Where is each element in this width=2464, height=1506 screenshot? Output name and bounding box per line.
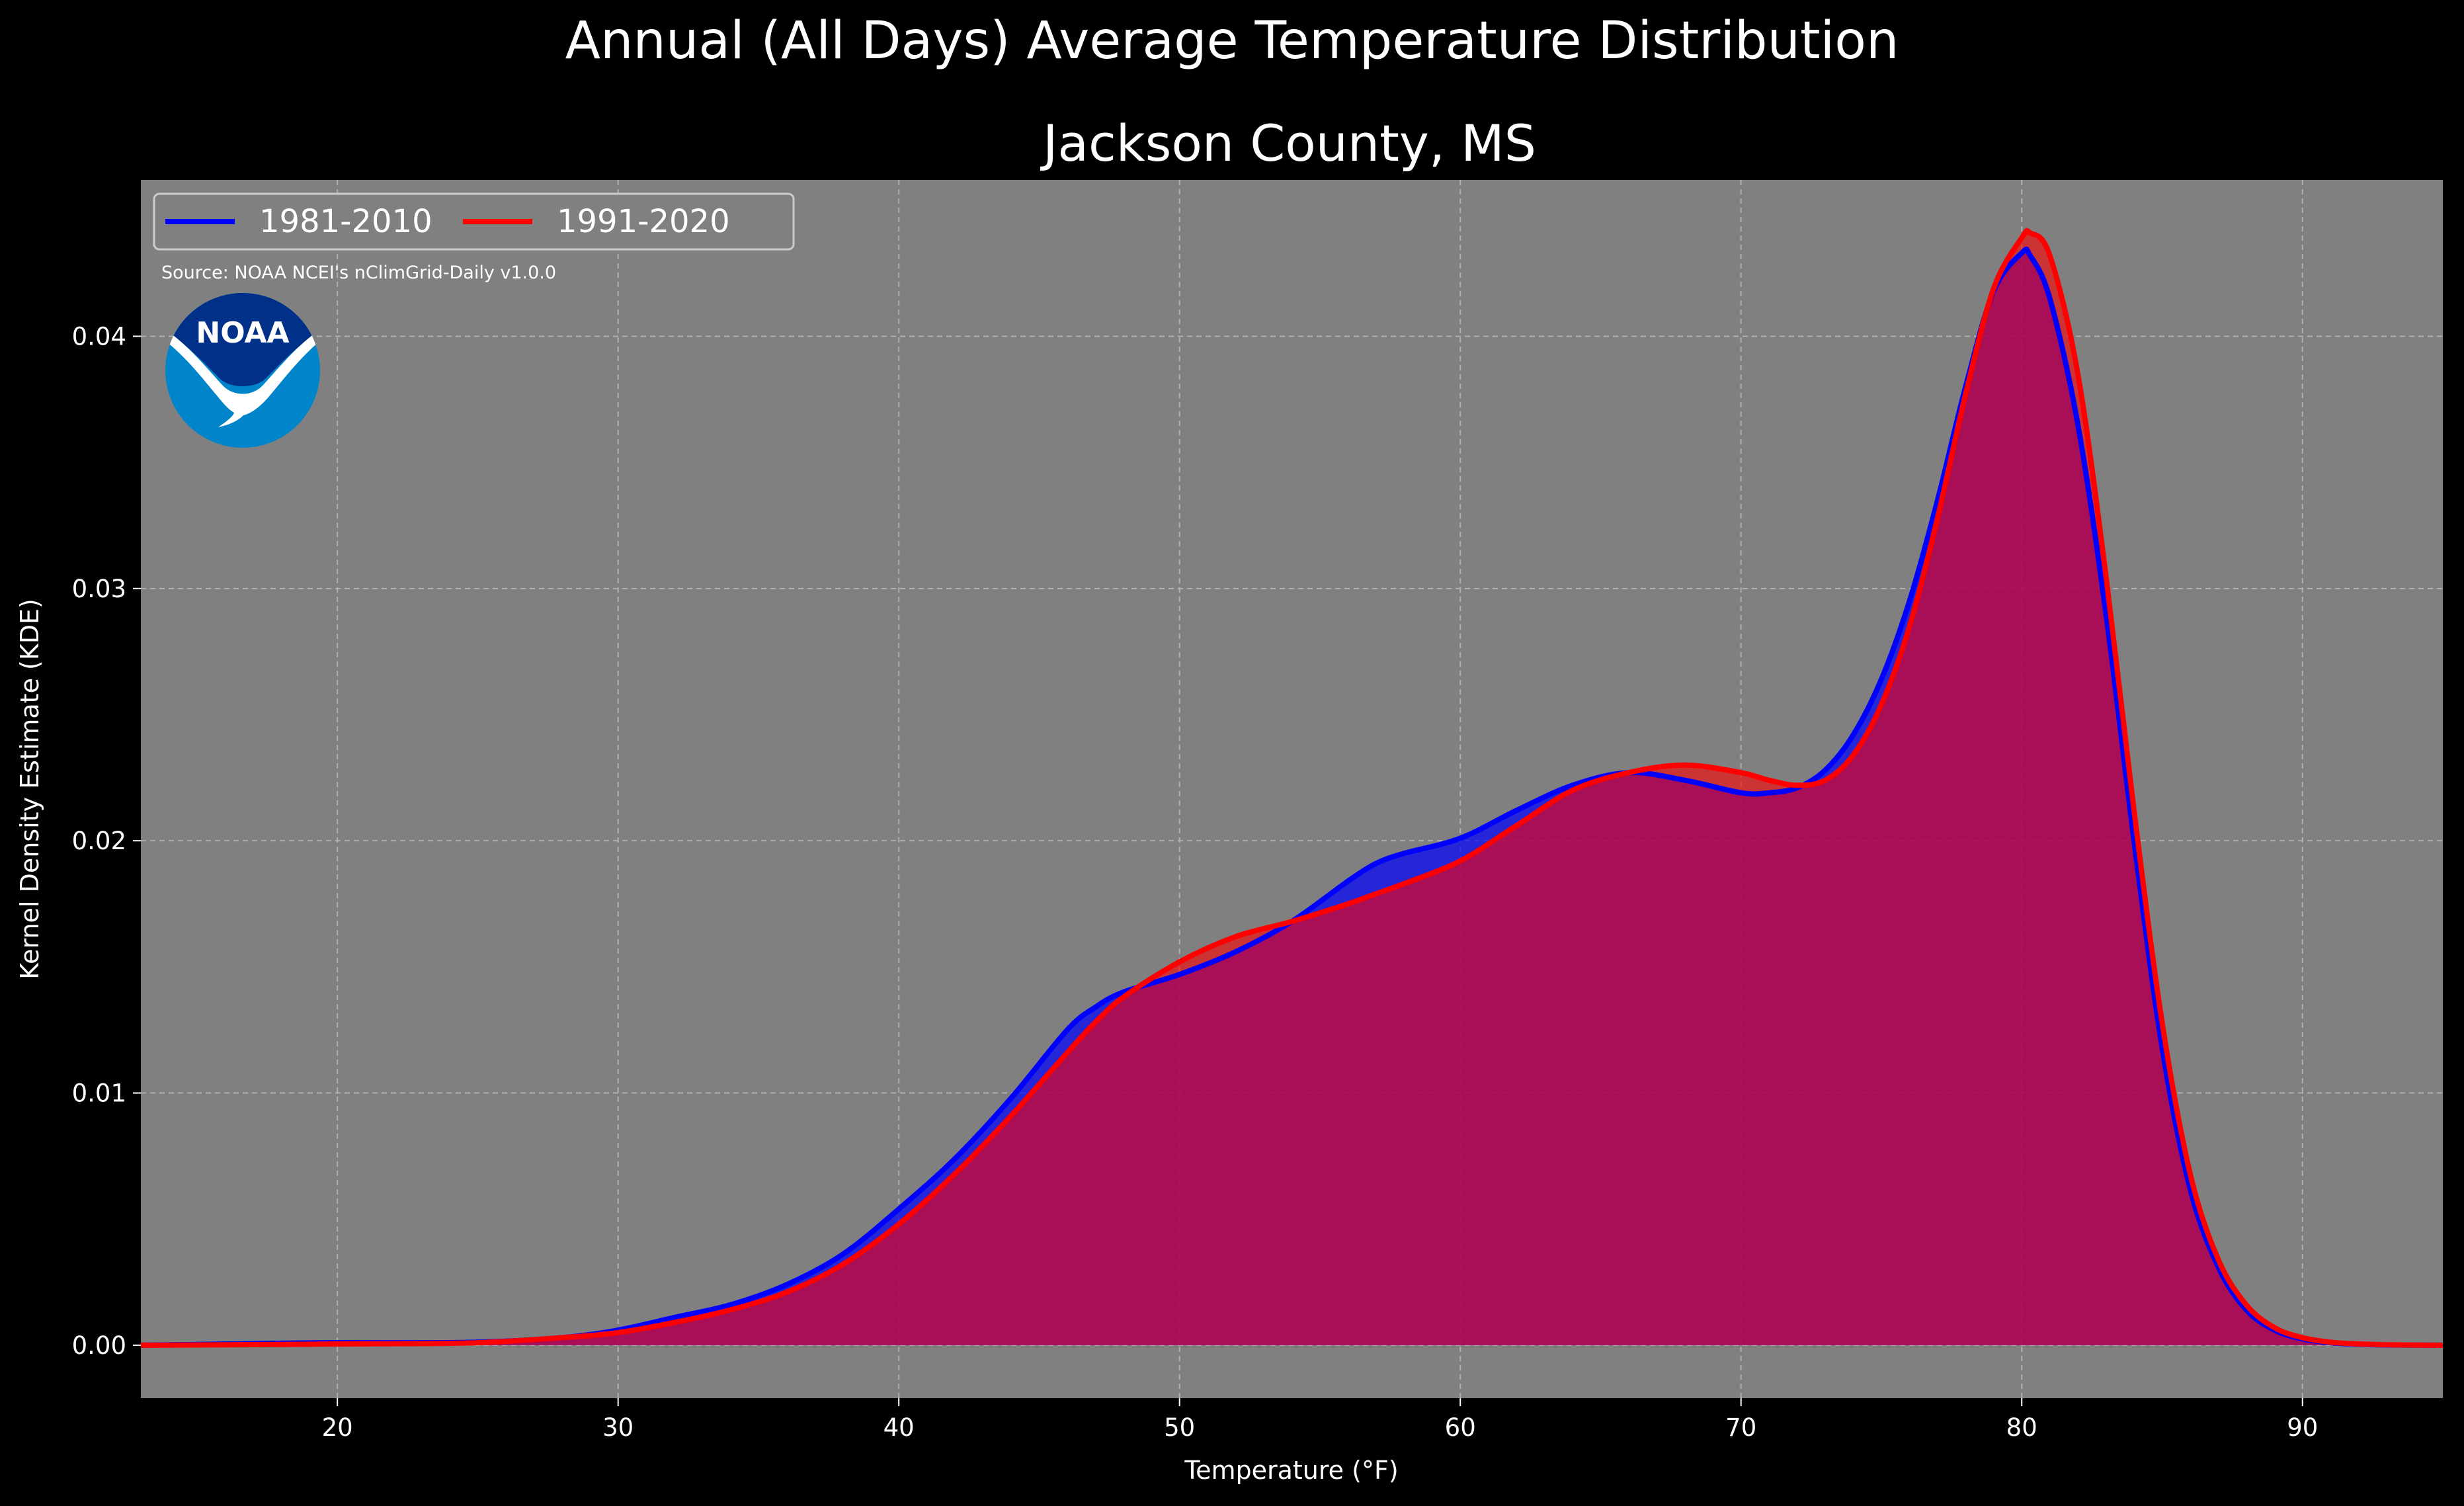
x-axis-label: Temperature (°F) bbox=[1184, 1456, 1398, 1485]
y-axis-label: Kernel Density Estimate (KDE) bbox=[15, 599, 44, 980]
line-1991-2020 bbox=[140, 228, 2443, 1348]
y-tick-label: 0.00 bbox=[72, 1331, 126, 1360]
x-tick-label: 60 bbox=[1445, 1413, 1476, 1442]
line-1981-2010 bbox=[140, 246, 2443, 1348]
noaa-logo-text: NOAA bbox=[196, 316, 289, 350]
y-tick-label: 0.03 bbox=[72, 575, 126, 603]
noaa-logo-bird bbox=[165, 329, 320, 427]
area-1991-2020 bbox=[141, 230, 2443, 1345]
noaa-logo-sky bbox=[165, 293, 320, 386]
y-tick-label: 0.01 bbox=[72, 1079, 126, 1108]
x-tick-label: 50 bbox=[1164, 1413, 1195, 1442]
x-tick-label: 30 bbox=[602, 1413, 634, 1442]
legend-label-1991-2020: 1991-2020 bbox=[557, 203, 730, 240]
x-tick-label: 20 bbox=[322, 1413, 353, 1442]
y-axis-ticks: 0.00 0.01 0.02 0.03 0.04 bbox=[72, 322, 141, 1360]
x-tick-label: 70 bbox=[1725, 1413, 1756, 1442]
y-tick-label: 0.02 bbox=[72, 827, 126, 855]
density-areas bbox=[141, 230, 2443, 1345]
chart-subtitle: Jackson County, MS bbox=[1040, 114, 1536, 173]
legend-label-1981-2010: 1981-2010 bbox=[259, 203, 432, 240]
source-note: Source: NOAA NCEI's nClimGrid-Daily v1.0… bbox=[161, 263, 556, 283]
x-axis-ticks: 20 30 40 50 60 70 80 90 bbox=[322, 1398, 2318, 1442]
density-lines bbox=[140, 228, 2443, 1348]
chart-title: Annual (All Days) Average Temperature Di… bbox=[565, 11, 1899, 71]
y-tick-label: 0.04 bbox=[72, 322, 126, 351]
legend: 1981-2010 1991-2020 bbox=[153, 192, 795, 251]
x-tick-label: 80 bbox=[2006, 1413, 2037, 1442]
x-tick-label: 40 bbox=[883, 1413, 915, 1442]
noaa-logo: NOAA bbox=[165, 293, 320, 448]
x-tick-label: 90 bbox=[2287, 1413, 2318, 1442]
